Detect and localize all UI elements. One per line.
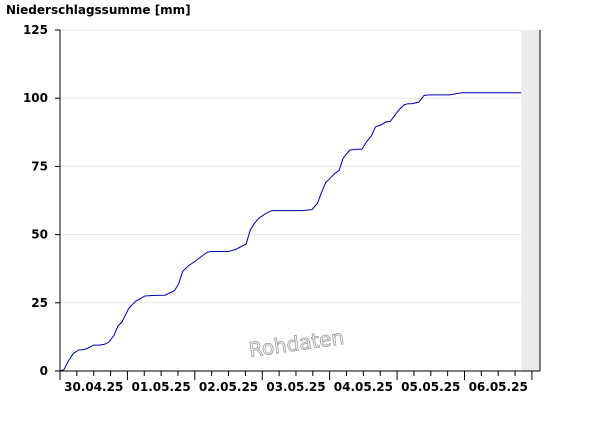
y-tick-label: 100 — [23, 91, 48, 105]
x-tick-label: 06.05.25 — [469, 380, 528, 394]
y-tick-label: 75 — [31, 159, 48, 173]
x-tick-label: 01.05.25 — [132, 380, 191, 394]
x-axis-ticks: 30.04.25 01.05.25 02.05.25 03.05.25 04.05.25… — [59, 371, 533, 394]
watermark-text: Rohdaten — [247, 325, 345, 362]
y-tick-label: 125 — [23, 23, 48, 37]
x-tick-label: 04.05.25 — [334, 380, 393, 394]
x-tick-label: 03.05.25 — [266, 380, 325, 394]
x-tick-label: 02.05.25 — [199, 380, 258, 394]
shaded-region — [521, 30, 540, 371]
chart-title: Niederschlagssumme [mm] — [6, 3, 191, 17]
axes — [59, 30, 541, 372]
series-line — [59, 92, 522, 372]
x-tick-label: 30.04.25 — [64, 380, 123, 394]
y-tick-label: 25 — [31, 296, 48, 310]
y-tick-label: 50 — [31, 228, 48, 242]
x-tick-label: 05.05.25 — [401, 380, 460, 394]
grid-lines — [60, 29, 522, 304]
y-tick-label: 0 — [40, 364, 48, 378]
y-axis-ticks: 0 25 50 75 100 125 — [23, 23, 60, 378]
